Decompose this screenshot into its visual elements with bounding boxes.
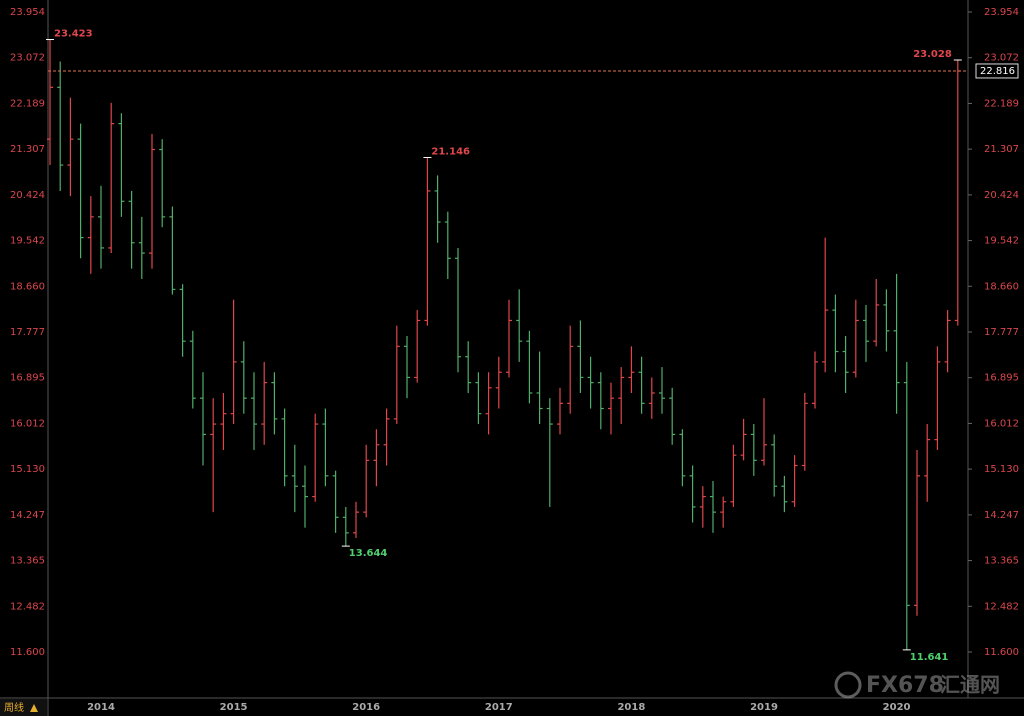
y-tick-label-left: 23.072 [10,53,45,64]
y-tick-label-left: 13.365 [10,556,45,567]
x-tick-label: 2019 [750,702,778,713]
y-tick-label-right: 22.189 [984,98,1019,109]
low-label: 13.644 [349,548,388,559]
high-label: 23.028 [913,49,952,60]
y-tick-label-left: 18.660 [10,281,45,292]
y-tick-label-left: 22.189 [10,98,45,109]
y-tick-label-right: 14.247 [984,510,1019,521]
y-tick-label-left: 12.482 [10,601,45,612]
y-tick-label-left: 17.777 [10,327,45,338]
x-tick-label: 2015 [220,702,248,713]
y-tick-label-right: 12.482 [984,601,1019,612]
watermark: FX678 汇通网 [834,671,1000,699]
y-tick-label-right: 23.954 [984,7,1019,18]
y-tick-label-right: 18.660 [984,281,1019,292]
y-tick-label-right: 15.130 [984,464,1019,475]
x-tick-label: 2017 [485,702,513,713]
high-label: 23.423 [54,29,93,40]
y-tick-label-left: 16.012 [10,418,45,429]
x-tick-label: 2014 [87,702,115,713]
y-tick-label-right: 17.777 [984,327,1019,338]
y-tick-label-left: 20.424 [10,190,45,201]
y-tick-label-left: 21.307 [10,144,45,155]
last-price-label: 22.816 [980,66,1015,77]
y-tick-label-left: 11.600 [10,647,45,658]
y-tick-label-left: 23.954 [10,7,45,18]
y-tick-label-left: 16.895 [10,373,45,384]
y-tick-label-right: 21.307 [984,144,1019,155]
y-tick-label-right: 13.365 [984,556,1019,567]
watermark-text: FX678 [866,673,944,698]
watermark-logo [834,671,862,699]
x-tick-label: 2020 [883,702,911,713]
high-label: 21.146 [431,146,470,157]
y-tick-label-left: 19.542 [10,236,45,247]
y-tick-label-left: 14.247 [10,510,45,521]
y-tick-label-right: 11.600 [984,647,1019,658]
period-label: 周线 [4,701,24,714]
watermark-cn: 汇通网 [940,673,1000,697]
y-tick-label-left: 15.130 [10,464,45,475]
y-tick-label-right: 20.424 [984,190,1019,201]
y-tick-label-right: 16.895 [984,373,1019,384]
x-tick-label: 2018 [617,702,645,713]
y-tick-label-right: 19.542 [984,236,1019,247]
y-tick-label-right: 23.072 [984,53,1019,64]
y-tick-label-right: 16.012 [984,418,1019,429]
last-price-box [975,63,1019,79]
x-tick-label: 2016 [352,702,380,713]
low-label: 11.641 [910,652,949,663]
period-arrow-icon [30,704,38,712]
